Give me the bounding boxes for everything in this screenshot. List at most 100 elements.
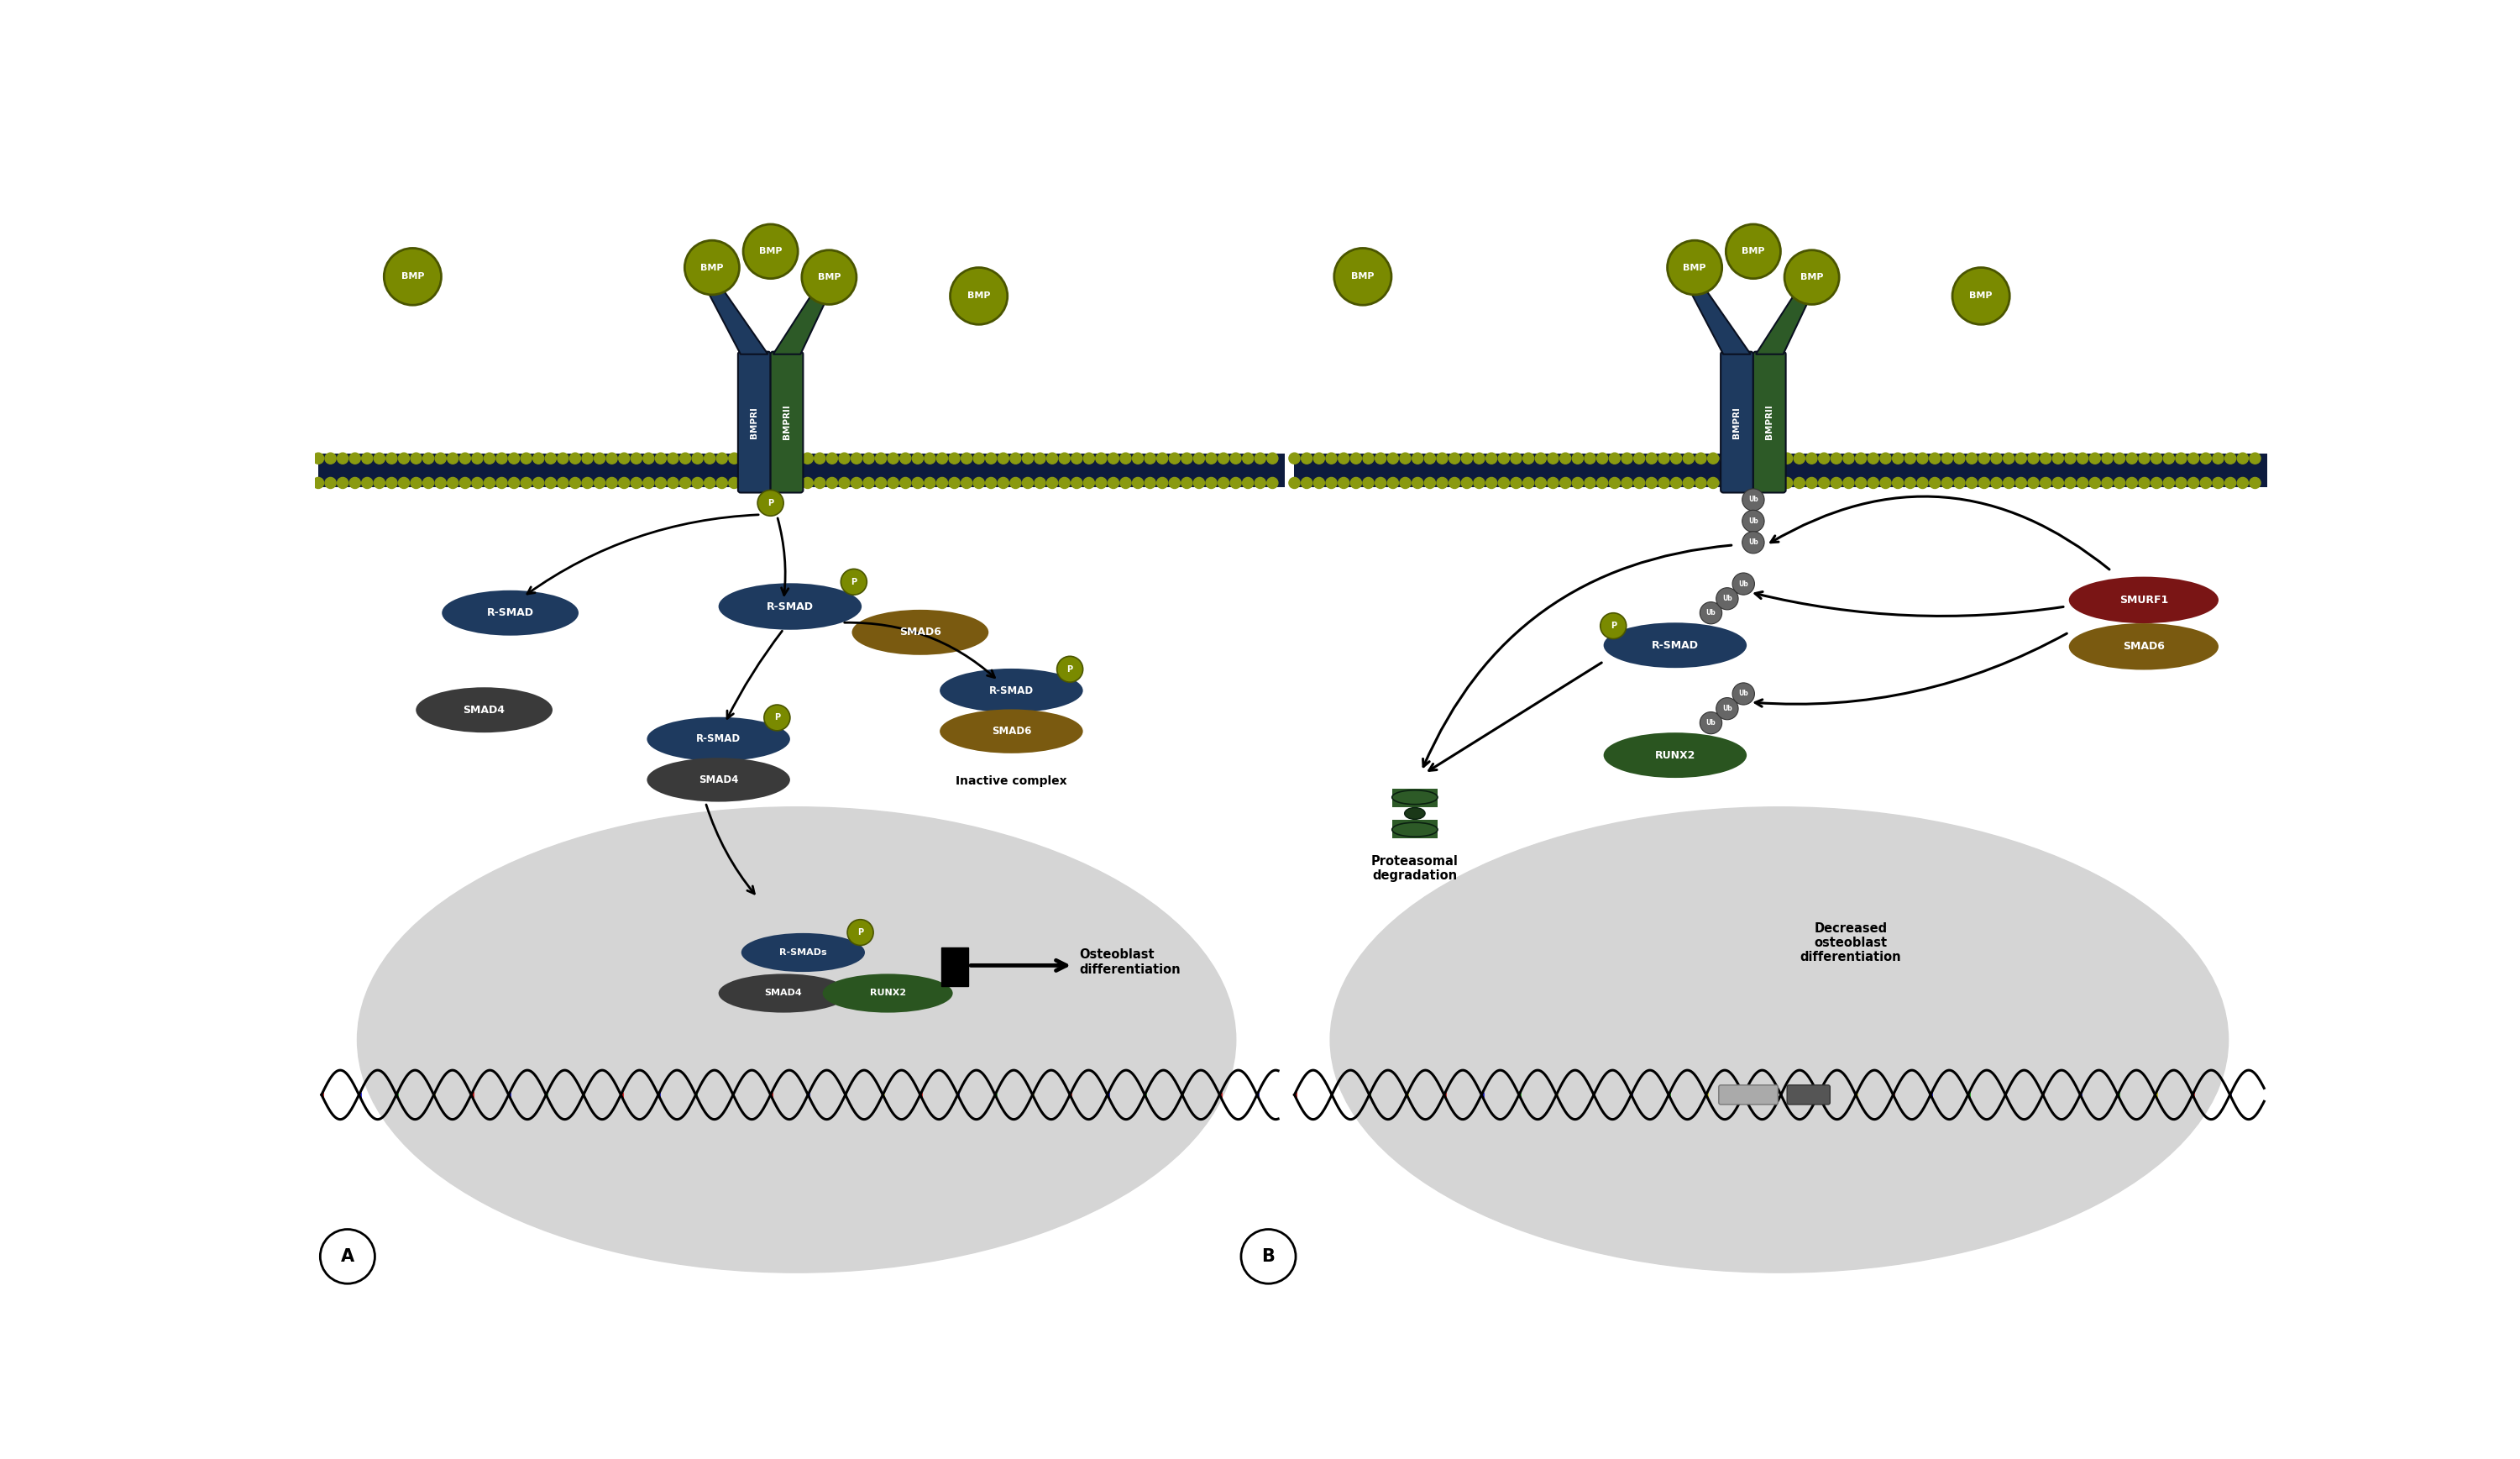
Circle shape — [1499, 452, 1509, 464]
Circle shape — [607, 477, 617, 489]
Circle shape — [1930, 452, 1940, 464]
Circle shape — [570, 452, 580, 464]
Circle shape — [643, 477, 655, 489]
Circle shape — [1462, 452, 1472, 464]
Circle shape — [2127, 477, 2137, 489]
Text: P: P — [1066, 665, 1074, 674]
Circle shape — [1880, 452, 1890, 464]
Polygon shape — [1691, 290, 1751, 355]
Text: SMAD6: SMAD6 — [2122, 641, 2165, 652]
Circle shape — [2152, 477, 2162, 489]
Circle shape — [960, 477, 973, 489]
Circle shape — [668, 477, 678, 489]
Circle shape — [839, 452, 849, 464]
Circle shape — [1893, 452, 1903, 464]
Circle shape — [2250, 477, 2260, 489]
Text: SMAD4: SMAD4 — [464, 705, 504, 715]
Circle shape — [484, 477, 494, 489]
Text: BMP: BMP — [1741, 247, 1764, 255]
Text: Ub: Ub — [1749, 496, 1759, 503]
Text: R-SMAD: R-SMAD — [766, 601, 814, 611]
Circle shape — [338, 452, 348, 464]
Circle shape — [1598, 452, 1608, 464]
Circle shape — [1731, 477, 1744, 489]
Text: BMP: BMP — [816, 273, 842, 282]
Circle shape — [436, 477, 446, 489]
Circle shape — [1721, 452, 1731, 464]
Circle shape — [595, 477, 605, 489]
Circle shape — [1351, 477, 1361, 489]
FancyBboxPatch shape — [318, 454, 1285, 487]
Circle shape — [1144, 477, 1157, 489]
Circle shape — [741, 477, 751, 489]
Circle shape — [1462, 477, 1472, 489]
Circle shape — [743, 225, 799, 279]
Text: B: B — [1263, 1247, 1275, 1265]
Circle shape — [703, 477, 716, 489]
Circle shape — [1966, 452, 1978, 464]
Circle shape — [509, 452, 519, 464]
Circle shape — [1756, 452, 1769, 464]
Ellipse shape — [940, 668, 1084, 712]
Circle shape — [1389, 477, 1399, 489]
Circle shape — [789, 477, 801, 489]
Circle shape — [2051, 477, 2064, 489]
Circle shape — [680, 452, 690, 464]
Text: P: P — [774, 713, 781, 722]
Circle shape — [1376, 452, 1386, 464]
Circle shape — [900, 477, 910, 489]
Circle shape — [2016, 452, 2026, 464]
Circle shape — [1399, 477, 1411, 489]
Circle shape — [1930, 477, 1940, 489]
Circle shape — [874, 477, 887, 489]
Circle shape — [2051, 452, 2064, 464]
Circle shape — [2250, 452, 2260, 464]
Text: R-SMADs: R-SMADs — [779, 948, 827, 957]
Circle shape — [814, 452, 827, 464]
Circle shape — [325, 477, 335, 489]
Circle shape — [1300, 452, 1313, 464]
Circle shape — [960, 452, 973, 464]
Circle shape — [1522, 477, 1535, 489]
Circle shape — [1255, 477, 1265, 489]
Circle shape — [827, 477, 837, 489]
Text: BMP: BMP — [968, 292, 990, 301]
Ellipse shape — [2069, 576, 2218, 623]
Ellipse shape — [2069, 623, 2218, 670]
Circle shape — [1671, 452, 1681, 464]
Circle shape — [655, 452, 665, 464]
FancyBboxPatch shape — [1754, 352, 1787, 493]
Circle shape — [1119, 452, 1131, 464]
FancyBboxPatch shape — [1391, 820, 1436, 837]
Circle shape — [703, 452, 716, 464]
Circle shape — [1333, 248, 1391, 305]
FancyBboxPatch shape — [1295, 454, 2268, 487]
Circle shape — [925, 452, 935, 464]
Text: Inactive complex: Inactive complex — [955, 775, 1066, 786]
Circle shape — [1499, 477, 1509, 489]
Circle shape — [1509, 477, 1522, 489]
Circle shape — [338, 477, 348, 489]
Text: Ub: Ub — [1749, 518, 1759, 525]
Circle shape — [887, 477, 900, 489]
Circle shape — [2139, 477, 2150, 489]
Circle shape — [423, 452, 433, 464]
Text: R-SMAD: R-SMAD — [696, 734, 741, 744]
Circle shape — [1474, 477, 1484, 489]
Circle shape — [1807, 477, 1817, 489]
Circle shape — [398, 452, 408, 464]
Circle shape — [1572, 452, 1583, 464]
Circle shape — [912, 452, 922, 464]
Circle shape — [1242, 477, 1252, 489]
Circle shape — [985, 452, 995, 464]
Circle shape — [1683, 452, 1693, 464]
Circle shape — [950, 477, 960, 489]
Circle shape — [1449, 452, 1459, 464]
Circle shape — [847, 919, 874, 945]
Circle shape — [2102, 452, 2112, 464]
Circle shape — [1731, 452, 1744, 464]
Circle shape — [1242, 452, 1252, 464]
Text: BMP: BMP — [1971, 292, 1993, 301]
Circle shape — [842, 569, 867, 595]
Text: Decreased
osteoblast
differentiation: Decreased osteoblast differentiation — [1799, 922, 1903, 964]
